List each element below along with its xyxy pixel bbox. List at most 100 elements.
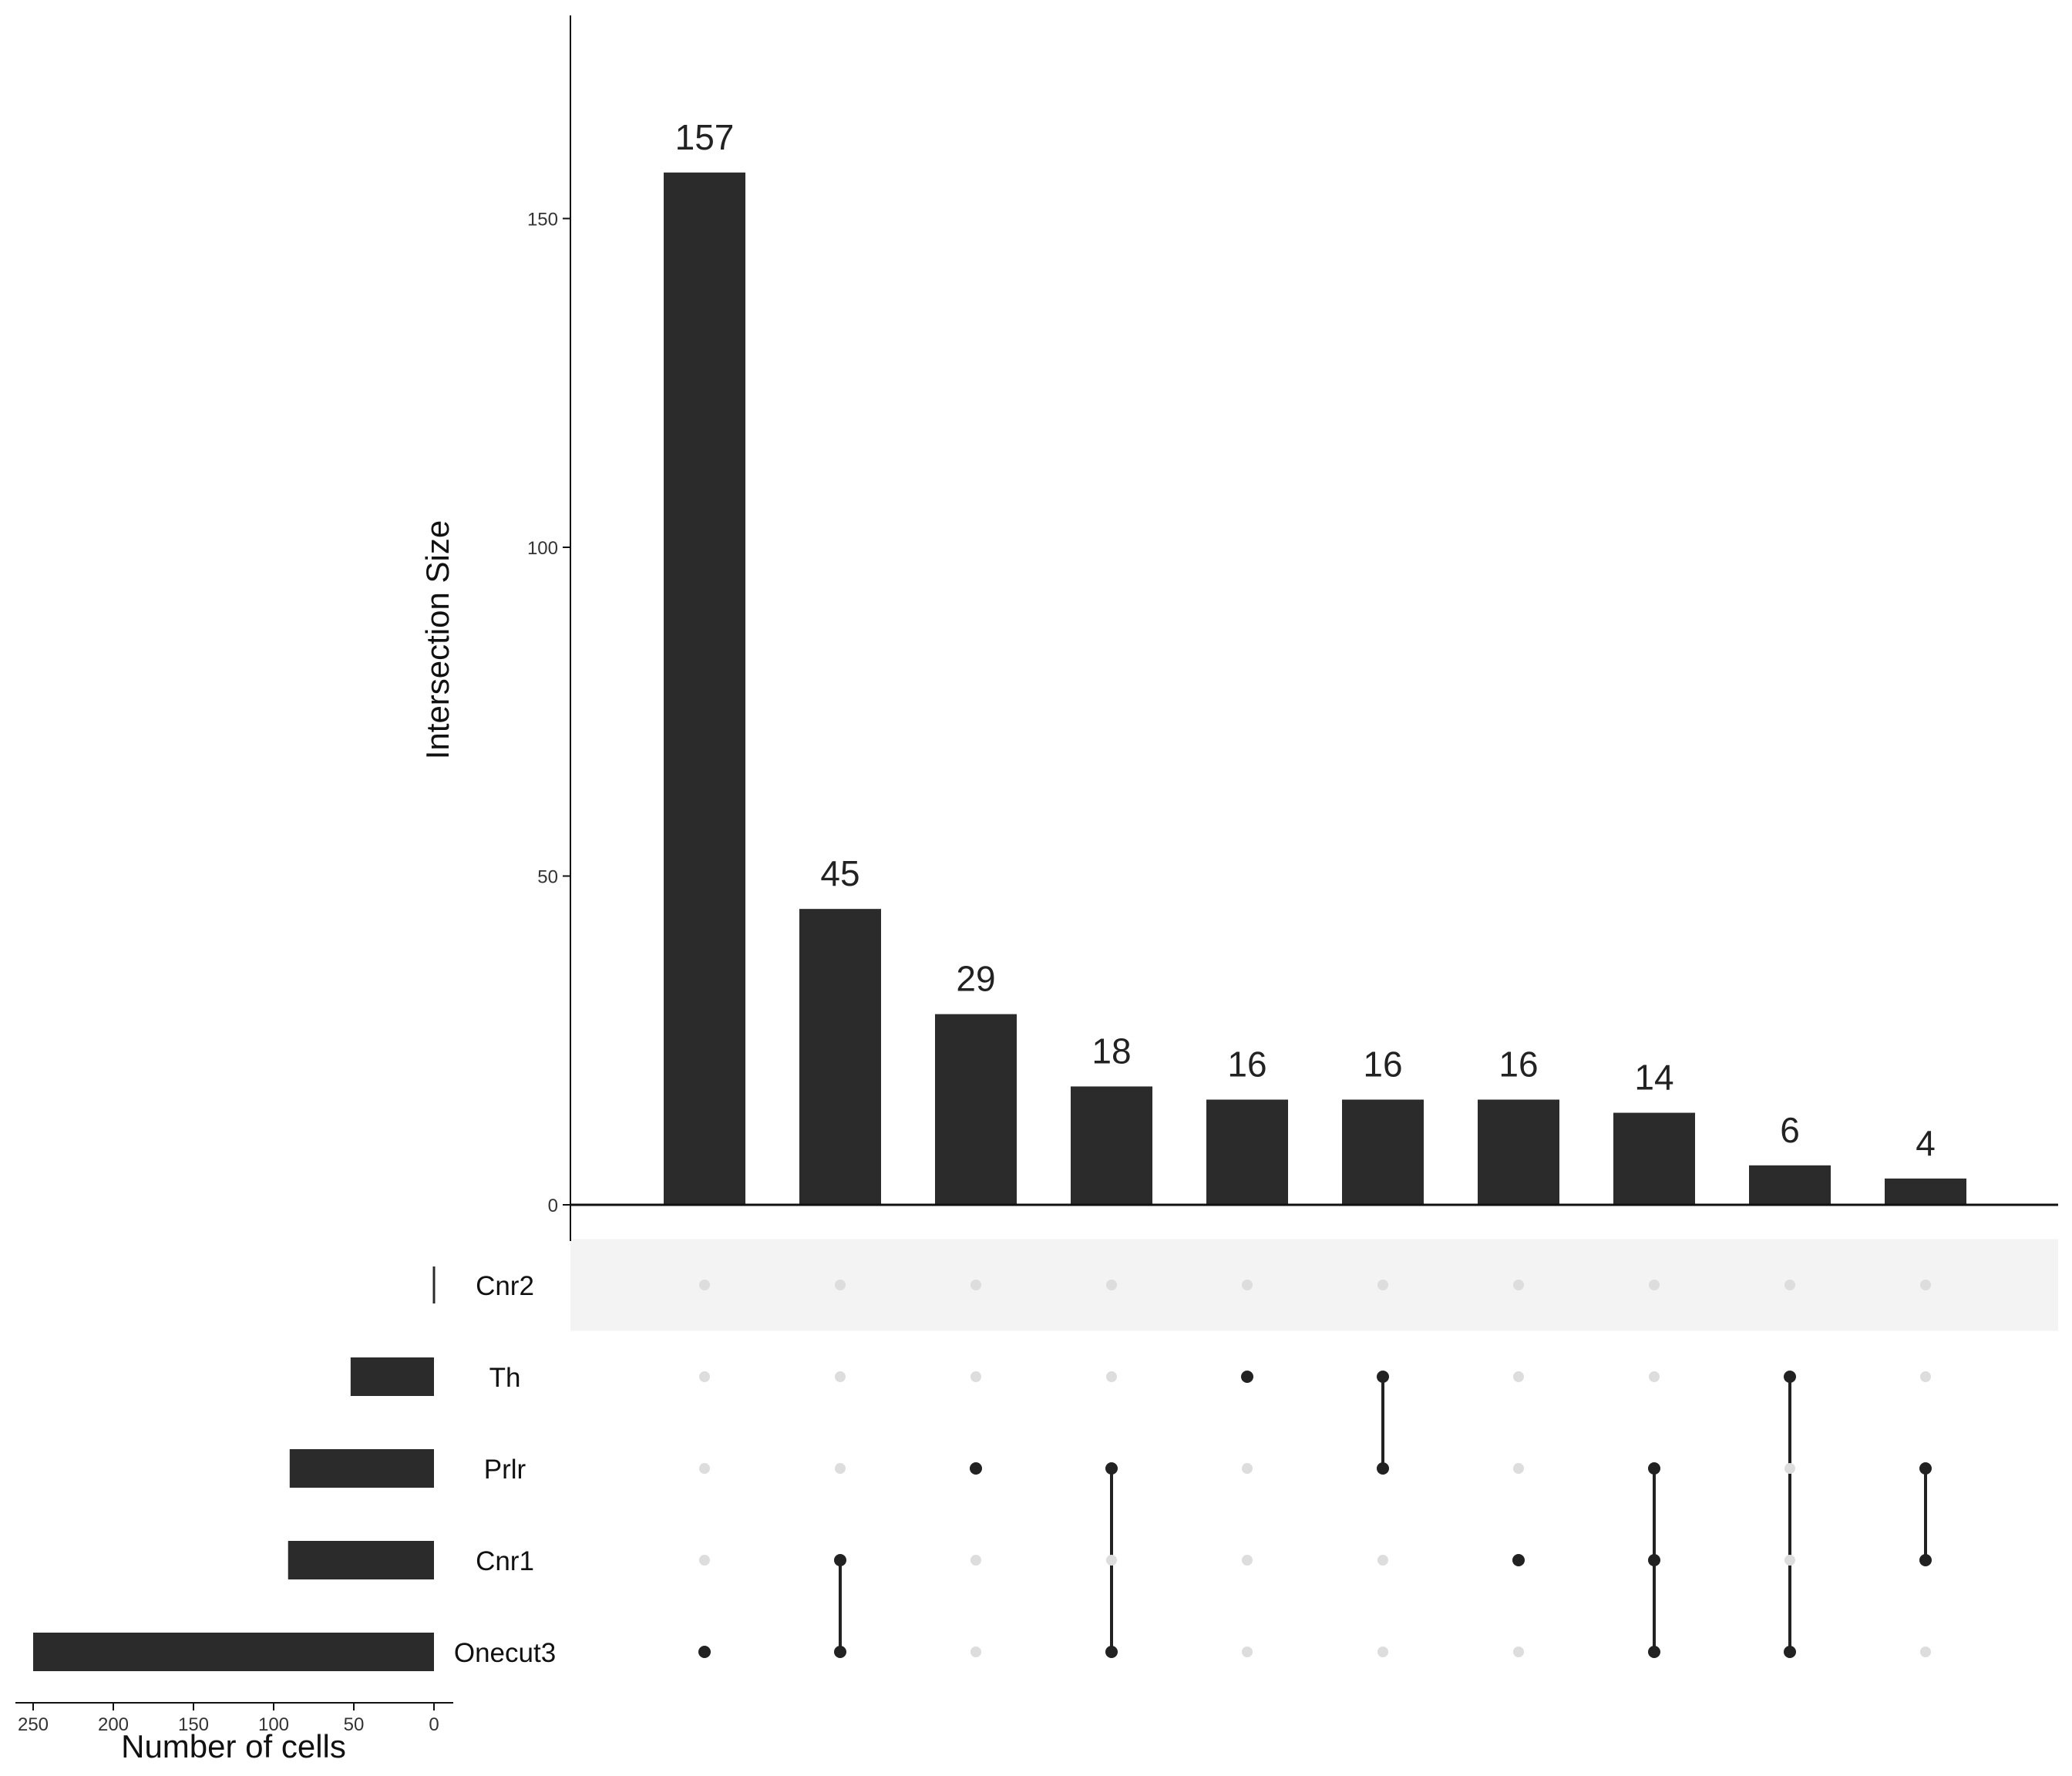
set-label-onecut3: Onecut3 [454, 1638, 556, 1668]
set-size-tick-label: 150 [178, 1714, 209, 1735]
intersection-bar [1749, 1165, 1831, 1205]
matrix-dot-inactive [699, 1555, 710, 1566]
matrix-dot-inactive [1106, 1555, 1117, 1566]
matrix-dot-inactive [1242, 1646, 1253, 1657]
matrix-dot-inactive [835, 1463, 846, 1474]
matrix-dot-active [1105, 1646, 1118, 1658]
matrix-dot-inactive [1784, 1555, 1795, 1566]
matrix-dot-inactive [1106, 1280, 1117, 1290]
matrix-dot-inactive [1920, 1646, 1931, 1657]
set-size-bar-prlr [289, 1449, 434, 1488]
set-size-bar-th [350, 1357, 434, 1396]
matrix-dot-inactive [1513, 1371, 1524, 1382]
intersection-bar [935, 1014, 1017, 1205]
matrix-dot-active [1784, 1371, 1796, 1383]
matrix-dot-inactive [970, 1555, 981, 1566]
matrix-dot-active [1241, 1371, 1253, 1383]
intersection-value-label: 4 [1916, 1123, 1936, 1163]
intersection-bars: 157 45 29 18 16 16 16 14 6 4 [664, 117, 1966, 1205]
set-size-bar-onecut3 [33, 1633, 434, 1671]
intersection-bar [1071, 1086, 1152, 1205]
matrix-dot-active [1377, 1371, 1389, 1383]
set-size-axis: 250 200 150 100 50 0 [15, 1702, 453, 1735]
matrix-dot-active [970, 1462, 982, 1475]
intersection-y-axis: 0 50 100 150 [527, 15, 2058, 1241]
matrix-dot-inactive [699, 1371, 710, 1382]
matrix-dot-inactive [1242, 1555, 1253, 1566]
y-tick-label: 150 [527, 210, 558, 230]
intersection-value-label: 16 [1227, 1044, 1266, 1085]
y-axis-title: Intersection Size [419, 520, 456, 760]
set-size-tick-label: 50 [344, 1714, 365, 1735]
matrix-dot-inactive [970, 1280, 981, 1290]
intersection-bar [1613, 1112, 1695, 1205]
matrix-dot-inactive [835, 1371, 846, 1382]
matrix-dot-inactive [970, 1371, 981, 1382]
set-label-th: Th [489, 1363, 521, 1393]
intersection-value-label: 6 [1780, 1110, 1800, 1150]
intersection-bar [1342, 1099, 1424, 1205]
matrix-dot-active [834, 1646, 846, 1658]
matrix-dot-inactive [1377, 1280, 1388, 1290]
intersection-value-label: 29 [956, 959, 995, 999]
matrix-dot-inactive [1784, 1463, 1795, 1474]
set-labels: Cnr2 Th Prlr Cnr1 Onecut3 [454, 1271, 556, 1668]
matrix-dot-inactive [1242, 1280, 1253, 1290]
matrix-dot-inactive [1377, 1555, 1388, 1566]
intersection-value-label: 157 [675, 117, 735, 157]
set-size-tick-label: 200 [98, 1714, 129, 1735]
matrix-dot-active [1919, 1462, 1932, 1475]
y-tick-label: 100 [527, 538, 558, 559]
set-size-tick-label: 250 [18, 1714, 49, 1735]
matrix-dot-active [1105, 1462, 1118, 1475]
intersection-bar [799, 909, 881, 1205]
matrix-dot-active [1648, 1646, 1660, 1658]
set-size-tick-label: 0 [429, 1714, 439, 1735]
intersection-value-label: 16 [1363, 1044, 1402, 1085]
matrix-dot-active [1784, 1646, 1796, 1658]
matrix-dot-inactive [1513, 1463, 1524, 1474]
matrix-dot-active [1919, 1554, 1932, 1566]
matrix-dot-active [1648, 1554, 1660, 1566]
y-tick-label: 50 [537, 867, 558, 888]
intersection-value-label: 45 [820, 853, 859, 893]
matrix-dot-inactive [1242, 1463, 1253, 1474]
matrix-dot-active [1377, 1462, 1389, 1475]
intersection-value-label: 14 [1634, 1058, 1673, 1098]
matrix-dot-active [834, 1554, 846, 1566]
matrix-dot-inactive [1377, 1646, 1388, 1657]
matrix-dot-inactive [1513, 1646, 1524, 1657]
set-size-tick-label: 100 [258, 1714, 289, 1735]
y-tick-label: 0 [548, 1196, 558, 1216]
matrix-dot-inactive [1784, 1280, 1795, 1290]
set-size-axis-title: Number of cells [121, 1728, 346, 1764]
intersection-value-label: 16 [1498, 1044, 1538, 1085]
matrix-dot-active [1512, 1554, 1525, 1566]
matrix-dot-active [698, 1646, 711, 1658]
matrix-dot-inactive [699, 1463, 710, 1474]
intersection-bar [1885, 1178, 1966, 1205]
matrix-dot-inactive [970, 1646, 981, 1657]
matrix-dot-inactive [1649, 1371, 1660, 1382]
matrix-dot-inactive [699, 1280, 710, 1290]
set-label-prlr: Prlr [484, 1455, 526, 1485]
matrix-dot-inactive [1920, 1371, 1931, 1382]
matrix-dot-inactive [835, 1280, 846, 1290]
matrix-dot-inactive [1513, 1280, 1524, 1290]
intersection-bar [1206, 1099, 1288, 1205]
matrix-stripe-onecut3 [570, 1239, 2058, 1331]
matrix-dot-inactive [1920, 1280, 1931, 1290]
matrix-dot-inactive [1106, 1371, 1117, 1382]
set-size-bar-cnr1 [288, 1541, 434, 1579]
matrix-row-stripes [570, 1239, 2058, 1331]
matrix-dot-inactive [1649, 1280, 1660, 1290]
intersection-bar [1478, 1099, 1559, 1205]
set-label-cnr1: Cnr1 [476, 1546, 534, 1576]
intersection-bar [664, 172, 745, 1205]
matrix-dot-active [1648, 1462, 1660, 1475]
intersection-matrix [698, 1280, 1932, 1658]
set-label-cnr2: Cnr2 [476, 1271, 534, 1301]
intersection-value-label: 18 [1092, 1031, 1131, 1071]
set-size-bars [33, 1266, 436, 1671]
